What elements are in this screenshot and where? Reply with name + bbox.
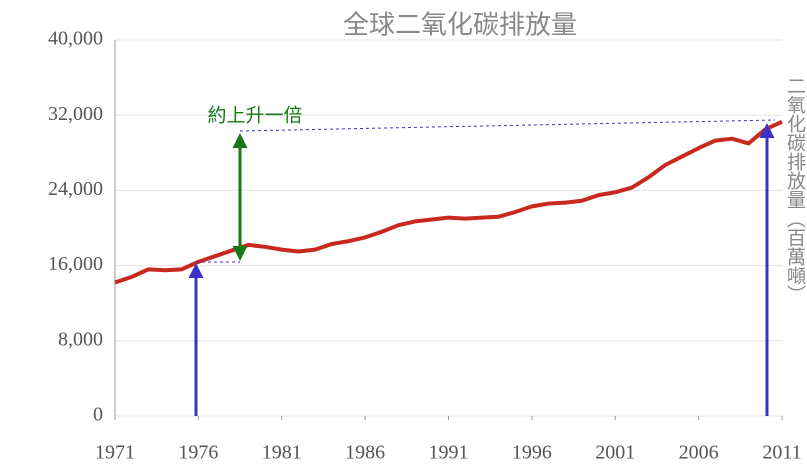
y-tick-label: 32,000 xyxy=(48,103,103,125)
x-tick-label: 1991 xyxy=(429,442,469,464)
x-tick-label: 2006 xyxy=(679,442,719,464)
y-tick-label: 8,000 xyxy=(58,328,103,350)
data-line xyxy=(114,119,783,285)
x-tick-label: 2011 xyxy=(762,442,801,464)
x-tick-label: 1971 xyxy=(95,442,135,464)
annotation: 約上升一倍 xyxy=(207,105,302,127)
y-axis-label: 二氧化碳排放量（百萬噸） xyxy=(784,76,806,304)
y-tick-label: 16,000 xyxy=(48,253,103,275)
x-tick-label: 1986 xyxy=(345,442,385,464)
x-tick-label: 2001 xyxy=(595,442,635,464)
x-tick-label: 1976 xyxy=(178,442,218,464)
y-tick-label: 0 xyxy=(93,404,103,426)
chart-title: 全球二氧化碳排放量 xyxy=(343,11,577,41)
y-tick-label: 24,000 xyxy=(48,178,103,200)
x-tick-label: 1981 xyxy=(262,442,302,464)
y-tick-label: 40,000 xyxy=(48,28,103,50)
reference-line xyxy=(239,119,776,132)
x-tick-label: 1996 xyxy=(512,442,552,464)
